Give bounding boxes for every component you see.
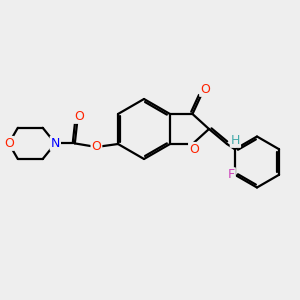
Text: O: O xyxy=(92,140,101,154)
Text: H: H xyxy=(231,134,240,147)
Text: O: O xyxy=(74,110,84,123)
Text: O: O xyxy=(189,143,199,156)
Text: N: N xyxy=(51,137,60,150)
Text: O: O xyxy=(200,83,210,96)
Text: O: O xyxy=(4,137,14,150)
Text: F: F xyxy=(228,168,235,181)
